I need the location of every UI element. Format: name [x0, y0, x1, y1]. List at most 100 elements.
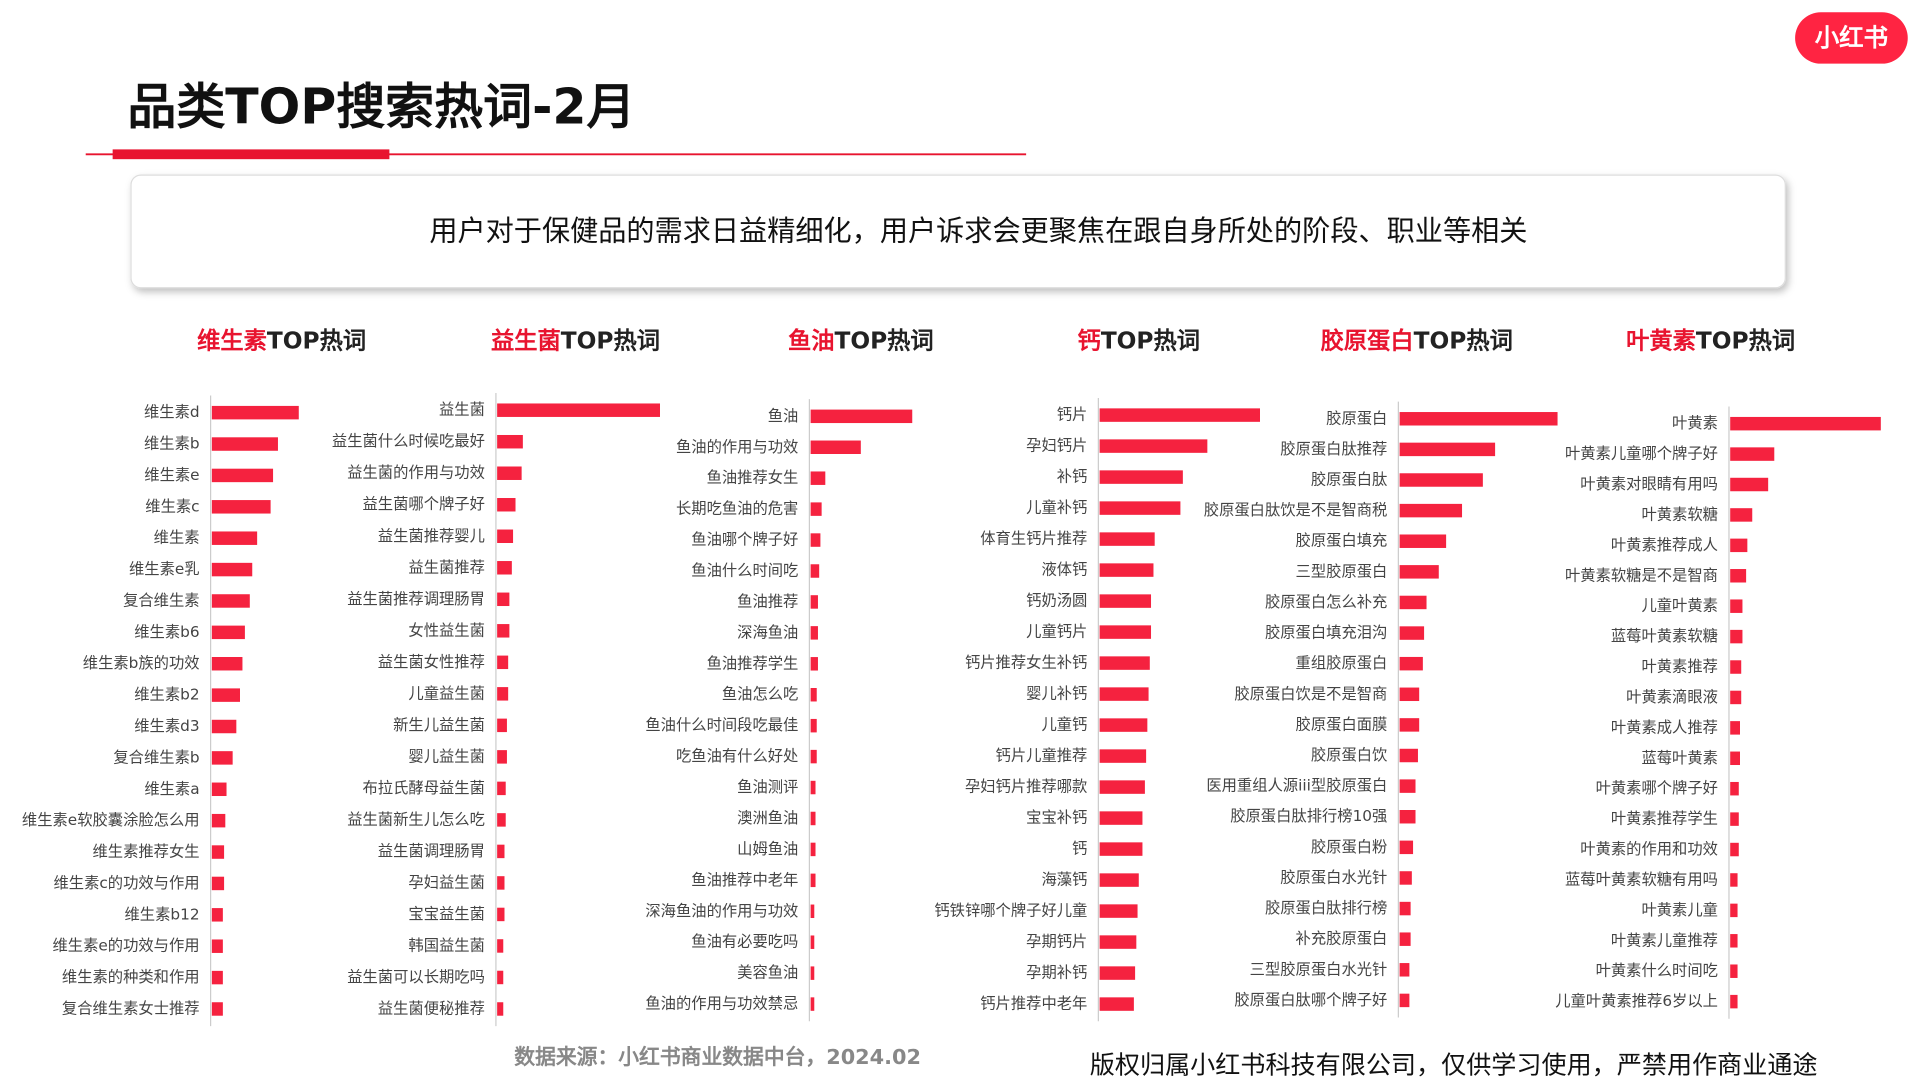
bar [211, 1002, 223, 1016]
bar [1099, 563, 1154, 577]
logo-badge [1795, 12, 1908, 64]
summary-box [130, 174, 1786, 289]
bar [1730, 599, 1743, 613]
bar [497, 498, 516, 512]
category-label: 益生菌新生儿怎么吃 [347, 810, 485, 828]
bar [1399, 963, 1410, 977]
bar [1399, 687, 1420, 702]
bar [810, 780, 816, 795]
chart-title-rest: TOP热词 [1414, 327, 1513, 354]
category-label: 钙奶汤圆 [1026, 592, 1087, 610]
category-label: 钙片儿童推荐 [996, 747, 1088, 765]
bar [211, 845, 225, 859]
bar [1099, 687, 1149, 701]
category-label: 胶原蛋白填充泪沟 [1265, 624, 1387, 642]
bar [211, 939, 223, 953]
bar [1730, 690, 1742, 705]
category-label: 钙 [1072, 840, 1087, 858]
bar [1099, 873, 1139, 887]
category-label: 鱼油的作用与功效 [676, 438, 798, 456]
category-label: 女性益生菌 [408, 621, 485, 639]
category-label: 维生素b族的功效 [83, 654, 200, 672]
bar [211, 908, 223, 922]
bar [1099, 935, 1137, 949]
bar [1099, 470, 1183, 484]
bar [810, 533, 821, 547]
chart-title: 胶原蛋白TOP热词 [1321, 327, 1513, 354]
bar [211, 405, 299, 420]
category-label: 鱼油推荐 [737, 592, 798, 610]
bar [810, 409, 913, 424]
bar [1099, 408, 1260, 422]
category-label: 复合维生素 [123, 591, 200, 609]
copyright: 版权归属小红书科技有限公司，仅供学习使用，严禁用作商业通途 [1090, 1051, 1818, 1080]
category-label: 叶黄素儿童推荐 [1611, 931, 1718, 949]
bar [497, 561, 512, 575]
chart-title-highlight: 鱼油 [788, 327, 835, 354]
category-label: 蓝莓叶黄素软糖有用吗 [1565, 870, 1718, 888]
category-label: 益生菌什么时候吃最好 [332, 432, 485, 450]
category-label: 孕妇钙片 [1026, 437, 1087, 455]
category-label: 胶原蛋白肽排行榜10强 [1230, 807, 1387, 825]
chart-title-highlight: 胶原蛋白 [1321, 327, 1414, 354]
bar [211, 751, 233, 765]
chart-title-highlight: 钙 [1078, 327, 1101, 354]
page-title: 品类TOP搜索热词-2月 [127, 79, 635, 136]
bar [1730, 538, 1748, 553]
category-label: 深海鱼油 [737, 623, 798, 641]
category-label: 叶黄素软糖 [1641, 505, 1718, 523]
chart-title: 益生菌TOP热词 [491, 327, 660, 354]
category-label: 叶黄素的作用和功效 [1580, 840, 1718, 858]
category-label: 叶黄素 [1672, 414, 1718, 432]
bar [1399, 595, 1427, 610]
bar [1099, 594, 1152, 608]
category-label: 山姆鱼油 [737, 840, 798, 858]
bar [497, 434, 523, 449]
bar [810, 657, 818, 671]
bar [1399, 442, 1496, 457]
bar [810, 811, 816, 826]
category-label: 胶原蛋白填充 [1296, 532, 1388, 550]
category-label: 维生素 [154, 529, 200, 547]
bar [211, 813, 226, 828]
bar [1730, 994, 1738, 1009]
chart-title: 维生素TOP热词 [197, 327, 366, 354]
chart-title: 钙TOP热词 [1078, 327, 1200, 354]
category-label: 叶黄素推荐学生 [1611, 810, 1718, 828]
bar [1730, 508, 1753, 522]
chart-title: 鱼油TOP热词 [788, 327, 934, 354]
category-label: 胶原蛋白肽 [1311, 471, 1388, 489]
category-label: 儿童补钙 [1026, 499, 1087, 517]
bar [1730, 934, 1738, 948]
chart-title-rest: TOP热词 [1696, 327, 1795, 354]
bar [497, 781, 506, 796]
bar [211, 970, 223, 985]
bar [1730, 721, 1740, 735]
category-label: 胶原蛋白肽推荐 [1280, 440, 1387, 458]
bar [1099, 501, 1181, 515]
bar [1730, 751, 1740, 766]
category-label: 益生菌推荐 [408, 558, 485, 576]
category-label: 益生菌女性推荐 [378, 653, 485, 671]
bar [211, 594, 250, 608]
bar [1399, 565, 1439, 579]
bar [497, 403, 660, 417]
category-label: 补钙 [1057, 468, 1088, 486]
bar [810, 595, 818, 609]
category-label: 澳洲鱼油 [737, 809, 798, 827]
bar [1399, 718, 1420, 732]
category-label: 孕妇益生菌 [408, 873, 485, 891]
bar [211, 657, 243, 671]
chart-title-rest: TOP热词 [561, 327, 660, 354]
category-label: 维生素d3 [134, 717, 199, 735]
bar [211, 562, 253, 577]
bar [1399, 656, 1423, 671]
bar [810, 842, 816, 857]
category-label: 医用重组人源iii型胶原蛋白 [1206, 777, 1387, 795]
bar [211, 719, 237, 734]
bar [810, 626, 818, 640]
category-label: 钙片 [1057, 406, 1088, 424]
category-label: 胶原蛋白粉 [1311, 838, 1388, 856]
category-label: 婴儿益生菌 [408, 747, 485, 765]
bar [1399, 748, 1418, 763]
